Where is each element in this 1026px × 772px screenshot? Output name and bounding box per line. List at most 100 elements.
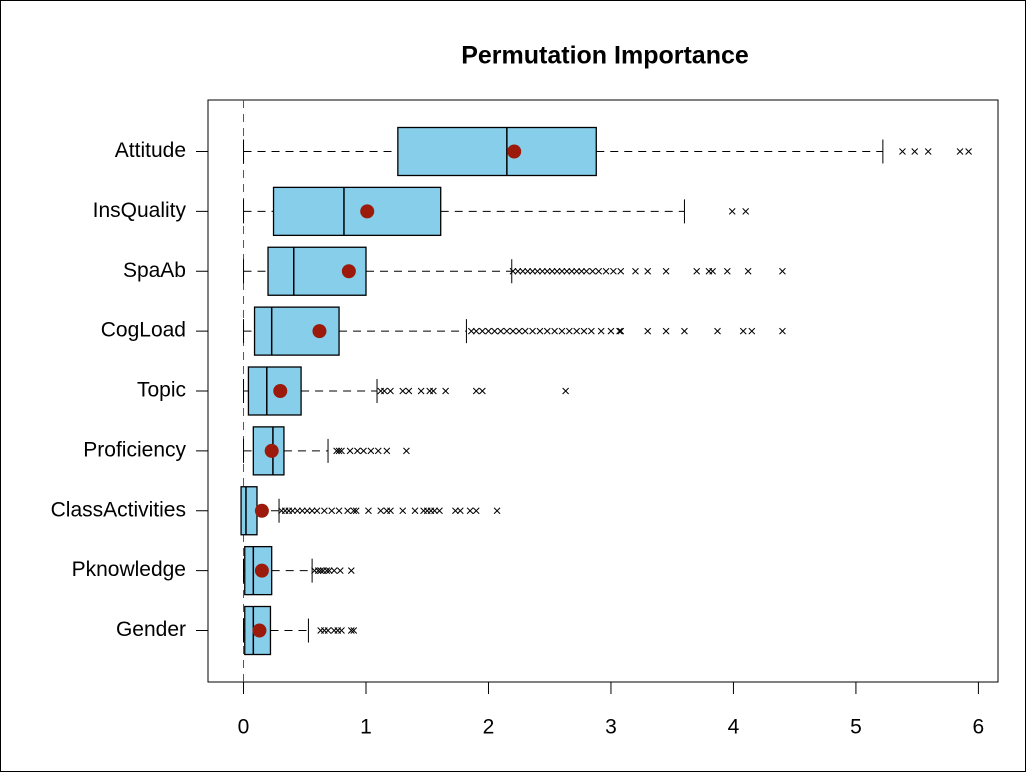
outlier-stroke <box>323 567 331 574</box>
outlier-stroke <box>779 267 786 275</box>
outlier-stroke <box>485 327 492 335</box>
outlier-stroke <box>644 327 652 335</box>
outlier <box>472 387 480 395</box>
outlier <box>466 507 474 515</box>
outlier <box>313 507 321 515</box>
outlier <box>383 447 391 455</box>
outlier <box>485 327 492 335</box>
outlier <box>387 387 394 395</box>
y-tick-label: Gender <box>116 618 186 641</box>
outlier-stroke <box>430 387 437 395</box>
outlier <box>314 567 322 574</box>
y-tick-label: ClassActivities <box>51 498 186 521</box>
outlier <box>589 267 596 275</box>
outlier <box>539 267 546 275</box>
outlier <box>573 267 581 275</box>
outlier <box>543 327 551 335</box>
outlier <box>644 327 652 335</box>
outlier-stroke <box>289 507 296 515</box>
outlier-stroke <box>328 507 336 515</box>
outlier <box>899 148 906 155</box>
outlier <box>617 267 625 275</box>
outlier-stroke <box>347 627 355 634</box>
outlier <box>551 327 558 335</box>
outlier <box>374 447 382 455</box>
outlier-stroke <box>336 567 344 574</box>
outlier <box>742 208 750 215</box>
outlier <box>346 447 354 455</box>
outlier-stroke <box>335 507 343 515</box>
outlier-stroke <box>573 327 581 335</box>
outlier-stroke <box>580 327 588 335</box>
outlier <box>347 567 355 574</box>
outlier-stroke <box>558 327 566 335</box>
x-tick-label: 5 <box>850 716 862 739</box>
outlier <box>965 148 972 155</box>
outlier-stroke <box>607 327 615 335</box>
outlier <box>779 267 786 275</box>
outlier <box>328 507 336 515</box>
outlier-stroke <box>442 387 449 395</box>
outlier-stroke <box>610 267 617 275</box>
outlier <box>565 327 573 335</box>
outlier-stroke <box>536 327 544 335</box>
outlier-stroke <box>662 267 670 275</box>
outlier <box>558 267 566 275</box>
outlier <box>381 387 388 395</box>
outlier <box>352 507 360 515</box>
outlier <box>399 507 407 515</box>
outlier-stroke <box>466 507 474 515</box>
outlier <box>515 327 523 335</box>
outlier-stroke <box>365 507 372 515</box>
outlier-stroke <box>324 627 332 634</box>
outlier-stroke <box>742 208 750 215</box>
outlier-stroke <box>452 507 459 515</box>
outlier <box>644 267 652 275</box>
y-tick-label: SpaAb <box>123 259 186 282</box>
outlier-stroke <box>472 387 480 395</box>
x-tick-label: 1 <box>360 716 372 739</box>
x-tick-label: 2 <box>483 716 495 739</box>
outlier <box>580 327 588 335</box>
outlier <box>524 267 532 275</box>
outlier <box>748 327 756 335</box>
outlier <box>563 267 571 275</box>
y-tick-label: CogLoad <box>101 319 186 342</box>
outlier-stroke <box>350 627 358 634</box>
outlier-stroke <box>553 267 561 275</box>
outlier-stroke <box>383 447 391 455</box>
outlier <box>403 447 410 455</box>
outlier-stroke <box>578 267 585 275</box>
outlier-stroke <box>294 507 301 515</box>
outlier <box>308 507 316 515</box>
outlier <box>562 387 569 395</box>
outlier <box>744 267 752 275</box>
outlier-stroke <box>503 327 511 335</box>
outlier-stroke <box>346 447 354 455</box>
outlier <box>338 447 345 455</box>
outlier-stroke <box>521 327 529 335</box>
outlier <box>714 327 721 335</box>
outlier-stroke <box>714 327 721 335</box>
outlier-stroke <box>551 327 558 335</box>
outlier <box>491 327 498 335</box>
outlier-stroke <box>662 327 670 335</box>
outlier <box>431 507 438 515</box>
outlier-stroke <box>411 507 419 515</box>
mean-point <box>312 324 327 339</box>
outlier-stroke <box>367 447 375 455</box>
outlier-stroke <box>467 327 475 335</box>
outlier-stroke <box>313 507 321 515</box>
mean-point <box>360 204 375 219</box>
outlier <box>405 387 413 395</box>
outlier-stroke <box>558 267 566 275</box>
outlier <box>529 327 536 335</box>
outlier-stroke <box>924 148 932 155</box>
outlier <box>779 327 786 335</box>
y-tick-label: Proficiency <box>83 438 186 461</box>
outlier-stroke <box>543 327 551 335</box>
outlier-stroke <box>644 267 652 275</box>
outlier-stroke <box>728 208 736 215</box>
outlier-stroke <box>509 327 517 335</box>
outlier-stroke <box>317 567 325 574</box>
